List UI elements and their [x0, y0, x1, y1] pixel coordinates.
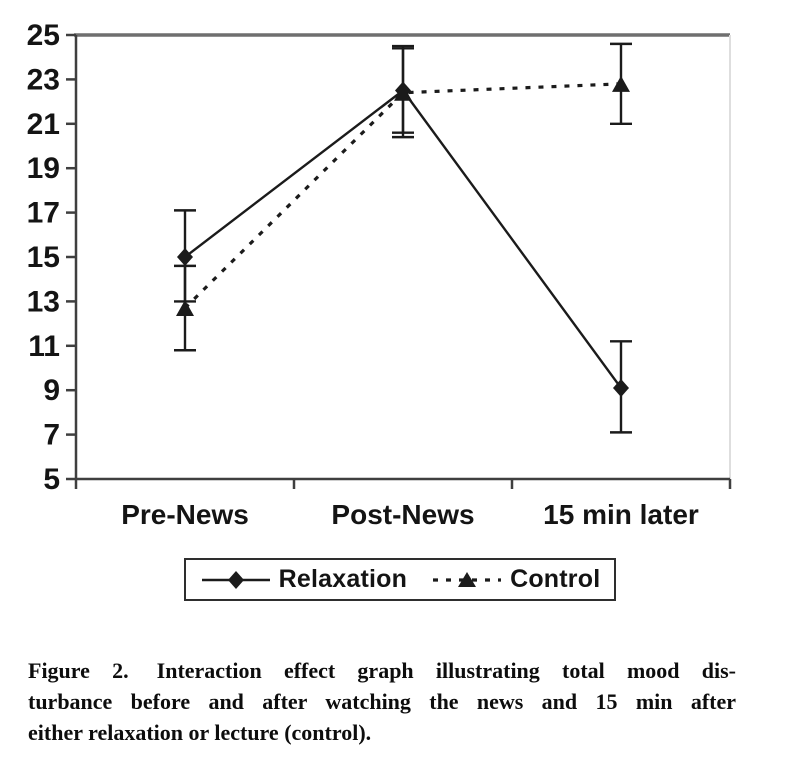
caption-line-2: turbance before and after watching the n… — [28, 689, 736, 714]
y-tick-label: 7 — [43, 419, 60, 452]
caption-line-3: either relaxation or lecture (control). — [28, 720, 372, 745]
y-tick-label: 21 — [27, 108, 60, 141]
y-tick-label: 17 — [27, 197, 60, 230]
y-tick-label: 9 — [43, 374, 60, 407]
relaxation-line-icon — [201, 570, 270, 589]
y-tick-label: 13 — [27, 285, 60, 318]
triangle-marker — [612, 75, 630, 92]
chart-legend: Relaxation Control — [183, 558, 617, 601]
x-axis-label: Post-News — [331, 499, 474, 530]
triangle-marker — [394, 84, 412, 101]
caption-line-1-text: Interaction effect graph illustrating to… — [156, 658, 736, 683]
legend-item-relaxation: Relaxation — [200, 565, 407, 594]
chart-canvas: 5 7 9 11 13 15 17 19 21 23 25 Pre-News Post-News 15 m… — [27, 19, 732, 530]
legend-item-control: Control — [431, 565, 600, 594]
y-tick-label: 11 — [28, 330, 60, 363]
y-tick-label: 25 — [27, 19, 60, 52]
caption-line-1: Figure 2. Interaction effect graph illust… — [28, 655, 736, 686]
y-tick-label: 5 — [43, 463, 60, 496]
y-tick-label: 15 — [27, 241, 60, 274]
triangle-marker — [176, 300, 194, 317]
diamond-marker — [177, 248, 193, 266]
diamond-marker — [613, 378, 629, 397]
x-axis-label: Pre-News — [121, 499, 249, 530]
y-tick-label: 19 — [27, 152, 60, 185]
legend-label-control: Control — [510, 565, 601, 593]
figure-label: Figure 2. — [28, 658, 129, 683]
figure-caption: Figure 2. Interaction effect graph illust… — [28, 655, 736, 748]
legend-label-relaxation: Relaxation — [278, 565, 408, 593]
figure: 5 7 9 11 13 15 17 19 21 23 25 Pre-News Post-News 15 m… — [27, 19, 736, 748]
y-tick-label: 23 — [27, 63, 60, 96]
control-line-icon — [433, 571, 502, 587]
x-axis-label: 15 min later — [543, 499, 699, 530]
